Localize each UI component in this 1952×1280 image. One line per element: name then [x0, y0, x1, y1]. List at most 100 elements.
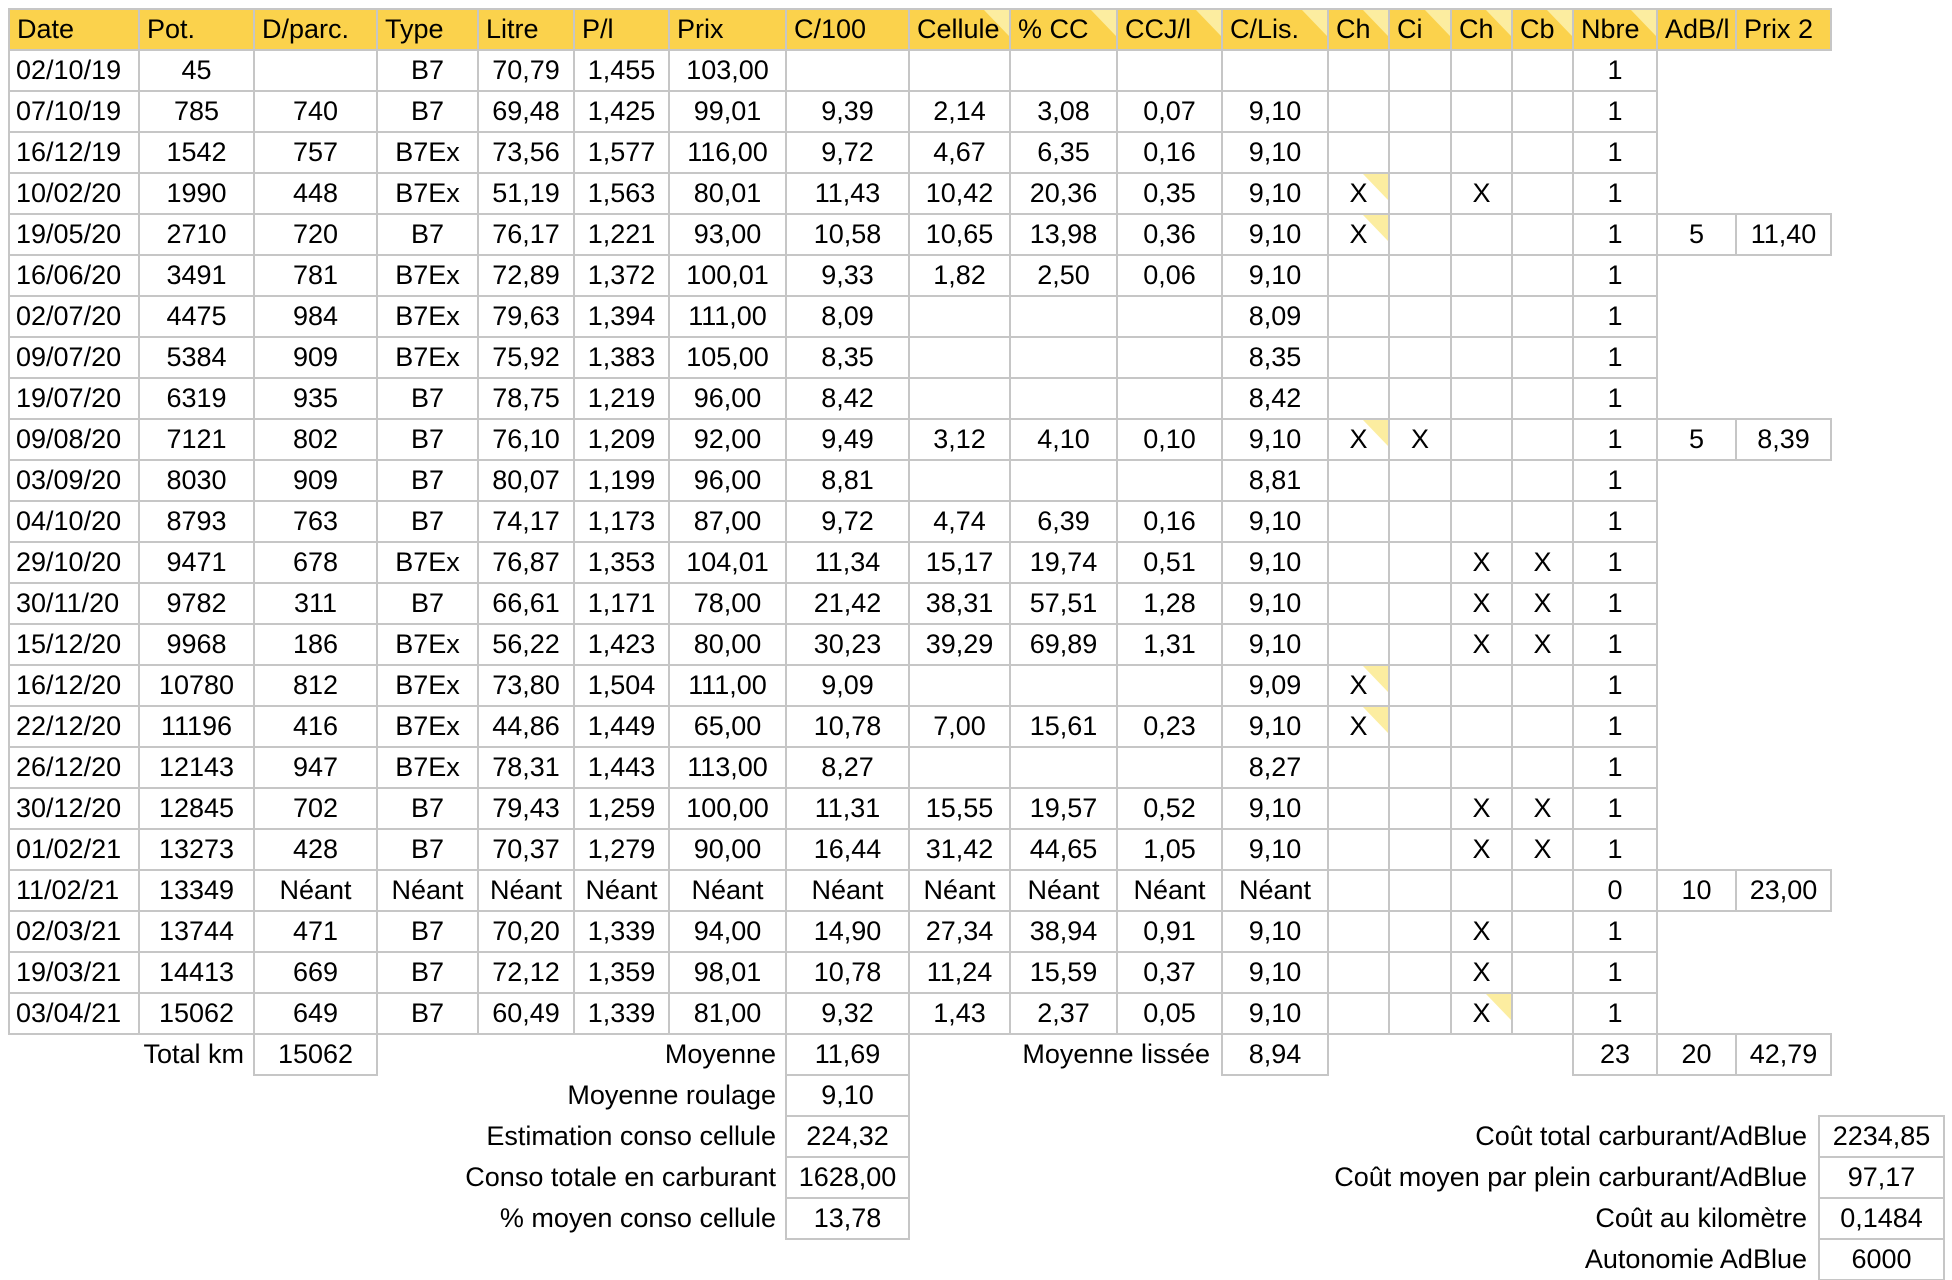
cell-ch2-row9[interactable] — [1450, 377, 1513, 420]
cell-cb-row22[interactable] — [1511, 910, 1574, 953]
cell-litre-row7[interactable]: 79,63 — [477, 295, 575, 338]
cell-c100-row21[interactable]: Néant — [785, 869, 910, 912]
cell-ch2-row8[interactable] — [1450, 336, 1513, 379]
cell-ci-row20[interactable] — [1388, 828, 1452, 871]
cell-cb-row14[interactable]: X — [1511, 582, 1574, 625]
cell-ccjl-row15[interactable]: 1,31 — [1116, 623, 1223, 666]
cell-ci-row3[interactable] — [1388, 131, 1452, 174]
cell-ccjl-row23[interactable]: 0,37 — [1116, 951, 1223, 994]
cell-type-row17[interactable]: B7Ex — [376, 705, 479, 748]
cell-c100-row20[interactable]: 16,44 — [785, 828, 910, 871]
cell-ch2-row5[interactable] — [1450, 213, 1513, 256]
cell-ci-row7[interactable] — [1388, 295, 1452, 338]
cell-date-row23[interactable]: 19/03/21 — [8, 951, 140, 994]
cell-ci-row17[interactable] — [1388, 705, 1452, 748]
cell-pcc-row22[interactable]: 38,94 — [1009, 910, 1118, 953]
cell-ci-row18[interactable] — [1388, 746, 1452, 789]
cell-litre-row21[interactable]: Néant — [477, 869, 575, 912]
cell-pl-row10[interactable]: 1,209 — [573, 418, 670, 461]
cell-dparc-row1[interactable] — [253, 49, 378, 92]
cell-nbre-row20[interactable]: 1 — [1572, 828, 1658, 871]
cell-nbre-row19[interactable]: 1 — [1572, 787, 1658, 830]
cell-nbre-row3[interactable]: 1 — [1572, 131, 1658, 174]
cell-prix-row15[interactable]: 80,00 — [668, 623, 787, 666]
cell-pot-row9[interactable]: 6319 — [138, 377, 255, 420]
cell-clis-row11[interactable]: 8,81 — [1221, 459, 1329, 502]
cell-c100-row18[interactable]: 8,27 — [785, 746, 910, 789]
cell-date-row6[interactable]: 16/06/20 — [8, 254, 140, 297]
cell-ch1-row16[interactable]: X — [1327, 664, 1390, 707]
cell-c100-row3[interactable]: 9,72 — [785, 131, 910, 174]
cell-ch2-row1[interactable] — [1450, 49, 1513, 92]
cell-ccjl-row8[interactable] — [1116, 336, 1223, 379]
cell-prix-row20[interactable]: 90,00 — [668, 828, 787, 871]
cell-c100-row6[interactable]: 9,33 — [785, 254, 910, 297]
cell-c100-row7[interactable]: 8,09 — [785, 295, 910, 338]
cell-ch1-row6[interactable] — [1327, 254, 1390, 297]
cell-cb-row11[interactable] — [1511, 459, 1574, 502]
cell-pot-row5[interactable]: 2710 — [138, 213, 255, 256]
cell-cellule-row22[interactable]: 27,34 — [908, 910, 1011, 953]
cell-litre-row14[interactable]: 66,61 — [477, 582, 575, 625]
cell-ccjl-row14[interactable]: 1,28 — [1116, 582, 1223, 625]
cell-date-row4[interactable]: 10/02/20 — [8, 172, 140, 215]
cell-c100-row4[interactable]: 11,43 — [785, 172, 910, 215]
cell-dparc-row4[interactable]: 448 — [253, 172, 378, 215]
cell-prix-row10[interactable]: 92,00 — [668, 418, 787, 461]
cell-clis-row18[interactable]: 8,27 — [1221, 746, 1329, 789]
cell-prix-row3[interactable]: 116,00 — [668, 131, 787, 174]
cell-ci-row5[interactable] — [1388, 213, 1452, 256]
cell-ci-row24[interactable] — [1388, 992, 1452, 1035]
cell-ch1-row21[interactable] — [1327, 869, 1390, 912]
cell-dparc-row14[interactable]: 311 — [253, 582, 378, 625]
cell-cb-row18[interactable] — [1511, 746, 1574, 789]
cell-dparc-row21[interactable]: Néant — [253, 869, 378, 912]
cell-ch2-row2[interactable] — [1450, 90, 1513, 133]
cout-total-value[interactable]: 2234,85 — [1818, 1115, 1945, 1158]
cell-c100-row15[interactable]: 30,23 — [785, 623, 910, 666]
cell-c100-row5[interactable]: 10,58 — [785, 213, 910, 256]
cell-ci-row21[interactable] — [1388, 869, 1452, 912]
cell-ccjl-row5[interactable]: 0,36 — [1116, 213, 1223, 256]
cell-cb-row20[interactable]: X — [1511, 828, 1574, 871]
cell-type-row8[interactable]: B7Ex — [376, 336, 479, 379]
moyenne-label[interactable]: Moyenne — [664, 1039, 776, 1069]
cell-ci-row4[interactable] — [1388, 172, 1452, 215]
cell-date-row15[interactable]: 15/12/20 — [8, 623, 140, 666]
cell-ch1-row23[interactable] — [1327, 951, 1390, 994]
cell-cellule-row20[interactable]: 31,42 — [908, 828, 1011, 871]
cell-dparc-row24[interactable]: 649 — [253, 992, 378, 1035]
cell-c100-row9[interactable]: 8,42 — [785, 377, 910, 420]
header-type[interactable]: Type — [376, 8, 479, 51]
cell-pcc-row1[interactable] — [1009, 49, 1118, 92]
cell-pcc-row9[interactable] — [1009, 377, 1118, 420]
cell-clis-row7[interactable]: 8,09 — [1221, 295, 1329, 338]
header-pcc[interactable]: % CC — [1009, 8, 1118, 51]
cell-cb-row17[interactable] — [1511, 705, 1574, 748]
cell-cellule-row24[interactable]: 1,43 — [908, 992, 1011, 1035]
cell-nbre-row5[interactable]: 1 — [1572, 213, 1658, 256]
cell-pl-row5[interactable]: 1,221 — [573, 213, 670, 256]
cell-cellule-row23[interactable]: 11,24 — [908, 951, 1011, 994]
cell-ccjl-row21[interactable]: Néant — [1116, 869, 1223, 912]
cell-pl-row9[interactable]: 1,219 — [573, 377, 670, 420]
cell-ch1-row20[interactable] — [1327, 828, 1390, 871]
cell-ch2-row14[interactable]: X — [1450, 582, 1513, 625]
cell-ch1-row14[interactable] — [1327, 582, 1390, 625]
cell-nbre-row18[interactable]: 1 — [1572, 746, 1658, 789]
cell-cb-row3[interactable] — [1511, 131, 1574, 174]
cell-prix-row5[interactable]: 93,00 — [668, 213, 787, 256]
cell-pl-row15[interactable]: 1,423 — [573, 623, 670, 666]
cell-ccjl-row18[interactable] — [1116, 746, 1223, 789]
cell-ccjl-row6[interactable]: 0,06 — [1116, 254, 1223, 297]
cell-pot-row15[interactable]: 9968 — [138, 623, 255, 666]
conso-totale-label[interactable]: Conso totale en carburant — [465, 1162, 776, 1192]
cell-dparc-row17[interactable]: 416 — [253, 705, 378, 748]
cell-ccjl-row13[interactable]: 0,51 — [1116, 541, 1223, 584]
cell-cellule-row5[interactable]: 10,65 — [908, 213, 1011, 256]
cell-ch1-row24[interactable] — [1327, 992, 1390, 1035]
cell-pl-row4[interactable]: 1,563 — [573, 172, 670, 215]
cell-type-row9[interactable]: B7 — [376, 377, 479, 420]
header-pot[interactable]: Pot. — [138, 8, 255, 51]
cell-prix2-row5[interactable]: 11,40 — [1735, 213, 1832, 256]
